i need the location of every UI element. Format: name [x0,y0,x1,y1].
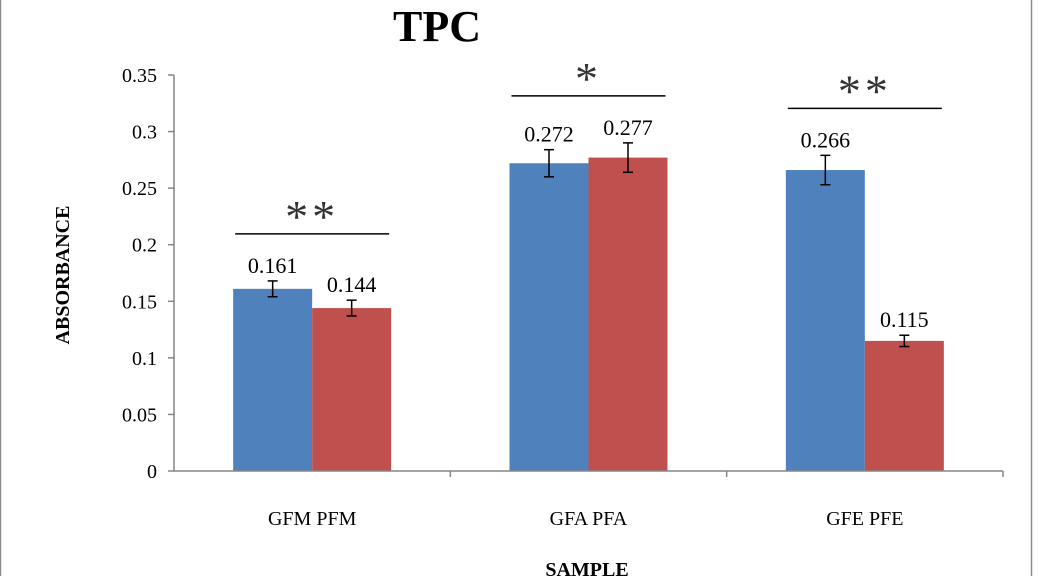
data-label: 0.144 [327,272,377,297]
chart-marks: 0.161 0.144 0.272 0.277 0.266 0.115 [233,115,944,472]
y-tick-label: 0.1 [132,348,157,370]
data-label: 0.115 [880,307,929,332]
significance-label: ** [285,191,339,242]
y-tick-label: 0.05 [122,404,157,426]
significance-label: * [575,53,602,104]
x-tick-label: GFE PFE [826,508,903,530]
y-tick-label: 0.15 [122,291,157,313]
y-tick-label: 0 [147,461,157,483]
bar [312,308,392,471]
bar [588,157,668,471]
y-tick-label: 0.2 [132,235,157,257]
y-axis-ticks: 0 0.05 0.1 0.15 0.2 0.25 0.3 0.35 [122,65,174,483]
x-axis-tick-labels: GFM PFM GFA PFA GFE PFE [268,471,1004,530]
bar [509,163,589,471]
x-tick-label: GFM PFM [268,508,357,530]
bar [864,340,944,471]
y-tick-label: 0.35 [122,65,157,87]
data-label: 0.277 [603,115,653,140]
bar [233,288,313,471]
y-axis-title: ABSORBANCE [52,206,74,345]
significance-label: ** [838,65,892,116]
data-label: 0.161 [248,253,298,278]
data-label: 0.266 [801,127,851,152]
data-label: 0.272 [524,122,574,147]
bar [785,170,865,472]
x-axis-title: SAMPLE [545,559,628,576]
x-tick-label: GFA PFA [550,508,628,530]
y-tick-label: 0.3 [132,122,157,144]
y-tick-label: 0.25 [122,178,157,200]
significance-markers: *** ** [235,53,942,242]
chart-title: TPC [393,2,481,51]
